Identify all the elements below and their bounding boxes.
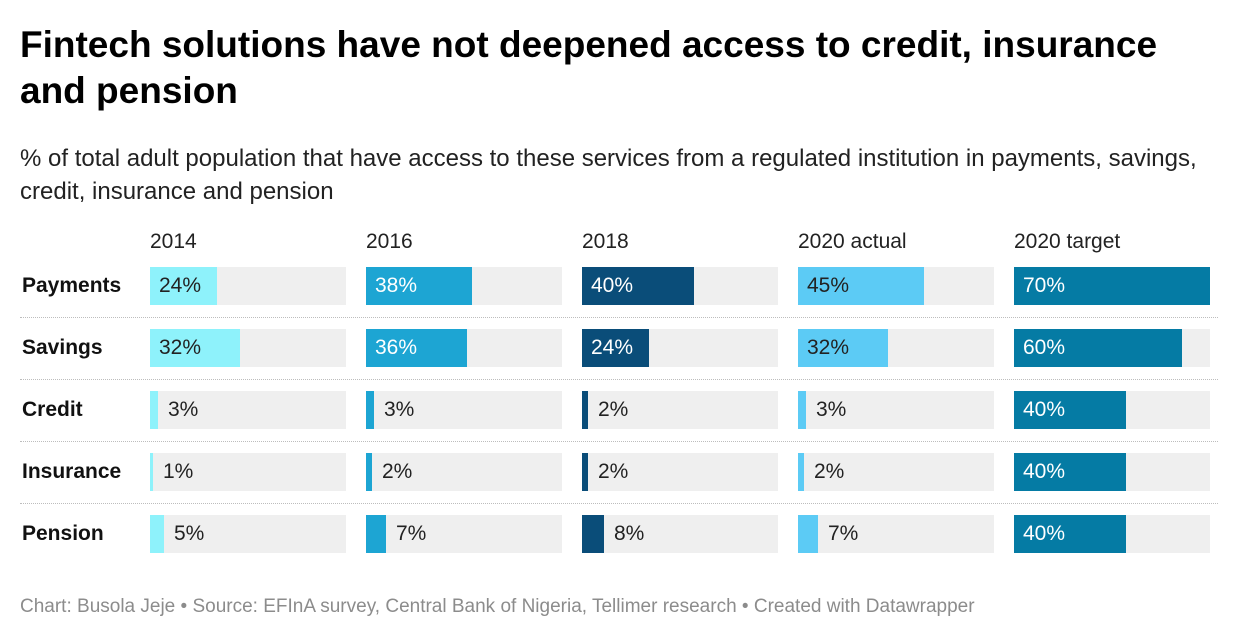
chart-title: Fintech solutions have not deepened acce… (20, 24, 1158, 111)
chart-subtitle: % of total adult population that have ac… (20, 145, 1197, 205)
bar-2016-savings (366, 329, 467, 367)
column-header-0: 2014 (150, 230, 197, 253)
bar-2020-actual-payments (798, 267, 924, 305)
row-label-insurance: Insurance (22, 460, 122, 483)
bar-2016-credit (366, 391, 374, 429)
bar-2018-savings (582, 329, 649, 367)
bar-2016-pension (366, 515, 386, 553)
value-label: 60% (1023, 336, 1066, 359)
bar-track (582, 391, 778, 429)
bar-2018-payments (582, 267, 694, 305)
value-label: 40% (1023, 398, 1066, 421)
bar-track (366, 391, 562, 429)
value-label: 5% (174, 522, 205, 545)
value-label: 40% (591, 274, 634, 297)
bar-track (798, 515, 994, 553)
bar-track (150, 453, 346, 491)
bar-track (150, 267, 346, 305)
value-label: 2% (382, 460, 413, 483)
row-separator (20, 379, 1218, 380)
bar-2014-pension (150, 515, 164, 553)
column-header-3: 2020 actual (798, 230, 907, 253)
row-separator (20, 317, 1218, 318)
bar-2016-insurance (366, 453, 372, 491)
value-label: 7% (396, 522, 427, 545)
bar-track (366, 267, 562, 305)
column-header-2: 2018 (582, 230, 629, 253)
row-separator (20, 441, 1218, 442)
bar-track (1014, 267, 1210, 305)
bar-track (798, 329, 994, 367)
value-label: 40% (1023, 460, 1066, 483)
bar-2014-payments (150, 267, 217, 305)
bar-2020-target-insurance (1014, 453, 1126, 491)
bar-track (1014, 515, 1210, 553)
bar-2020-actual-credit (798, 391, 806, 429)
value-label: 2% (814, 460, 845, 483)
value-label: 45% (807, 274, 850, 297)
bar-2020-actual-insurance (798, 453, 804, 491)
bar-track (366, 453, 562, 491)
bar-2018-insurance (582, 453, 588, 491)
bar-track (798, 391, 994, 429)
value-label: 7% (828, 522, 859, 545)
value-label: 70% (1023, 274, 1066, 297)
bar-2020-actual-savings (798, 329, 888, 367)
bar-track (582, 329, 778, 367)
row-label-credit: Credit (22, 398, 83, 421)
bar-2020-target-pension (1014, 515, 1126, 553)
value-label: 3% (384, 398, 415, 421)
bar-2020-target-credit (1014, 391, 1126, 429)
bar-track (150, 391, 346, 429)
value-label: 2% (598, 398, 629, 421)
value-label: 32% (807, 336, 850, 359)
value-label: 40% (1023, 522, 1066, 545)
value-label: 3% (168, 398, 199, 421)
row-label-payments: Payments (22, 274, 122, 297)
bar-2020-target-payments (1014, 267, 1210, 305)
bar-track (366, 329, 562, 367)
bar-track (582, 515, 778, 553)
bar-track (798, 267, 994, 305)
value-label: 1% (163, 460, 194, 483)
column-header-1: 2016 (366, 230, 413, 253)
bar-track (1014, 391, 1210, 429)
value-label: 36% (375, 336, 418, 359)
row-separator (20, 503, 1218, 504)
bar-2018-pension (582, 515, 604, 553)
bar-2014-credit (150, 391, 158, 429)
bar-2020-target-savings (1014, 329, 1182, 367)
bar-track (1014, 453, 1210, 491)
bar-2018-credit (582, 391, 588, 429)
bar-track (798, 453, 994, 491)
value-label: 8% (614, 522, 645, 545)
bar-track (366, 515, 562, 553)
bar-track (1014, 329, 1210, 367)
bar-2020-actual-pension (798, 515, 818, 553)
row-label-savings: Savings (22, 336, 103, 359)
value-label: 24% (591, 336, 634, 359)
value-label: 2% (598, 460, 629, 483)
chart-footer-credits: Chart: Busola Jeje • Source: EFInA surve… (20, 596, 975, 617)
value-label: 38% (375, 274, 418, 297)
bar-track (582, 267, 778, 305)
value-label: 24% (159, 274, 202, 297)
value-label: 3% (816, 398, 847, 421)
bar-track (150, 329, 346, 367)
column-header-4: 2020 target (1014, 230, 1121, 253)
bar-2014-savings (150, 329, 240, 367)
bar-track (150, 515, 346, 553)
value-label: 32% (159, 336, 202, 359)
bar-track (582, 453, 778, 491)
bar-2014-insurance (150, 453, 153, 491)
row-label-pension: Pension (22, 522, 104, 545)
bar-2016-payments (366, 267, 472, 305)
